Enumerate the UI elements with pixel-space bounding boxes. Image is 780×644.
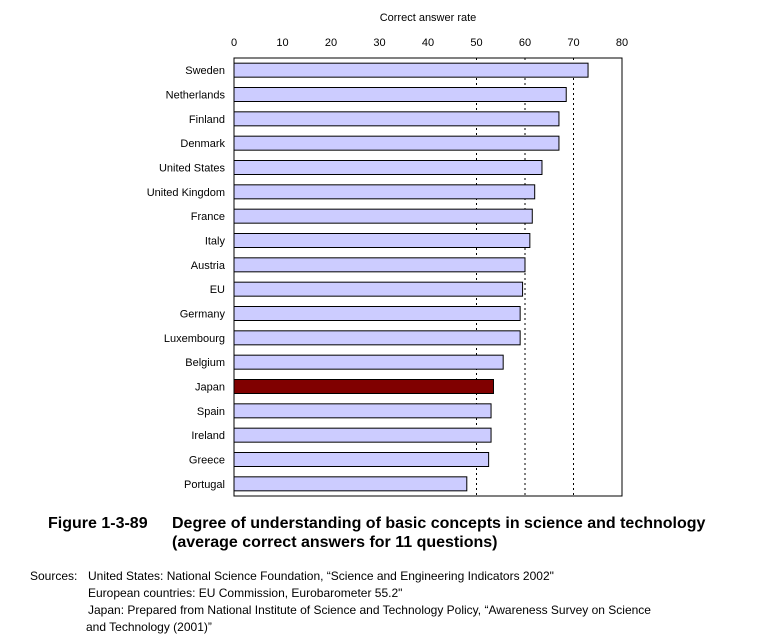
- bar: [233, 452, 490, 467]
- axis-ticks: 0 10 20 30 40 50 60 70 80: [231, 37, 628, 49]
- category-label: United States: [159, 163, 226, 175]
- source-eu: European countries: EU Commission, Eurob…: [88, 586, 403, 600]
- caption-line-1: Degree of understanding of basic concept…: [172, 515, 706, 532]
- x-tick-label: 60: [519, 37, 531, 49]
- bar: [233, 306, 521, 321]
- bar: [233, 330, 521, 346]
- bar: [233, 184, 536, 200]
- figure-caption: Figure 1-3-89 Degree of understanding of …: [48, 514, 705, 552]
- caption-line-2: (average correct answers for 11 question…: [172, 534, 498, 551]
- sources: Sources: United States: National Science …: [30, 568, 651, 636]
- bar: [233, 87, 567, 102]
- category-label: Finland: [189, 114, 225, 126]
- sources-label: Sources:: [30, 569, 78, 583]
- category-label: Luxembourg: [164, 333, 225, 345]
- category-label: Ireland: [191, 430, 225, 442]
- figure-number: Figure 1-3-89: [48, 515, 148, 532]
- bar: [233, 160, 543, 175]
- category-label: Portugal: [184, 479, 225, 491]
- category-label: Germany: [180, 309, 226, 321]
- bar: [233, 354, 504, 370]
- plot-area: [233, 57, 623, 497]
- x-tick-label: 20: [325, 37, 337, 49]
- category-label: Austria: [191, 260, 226, 272]
- bar: [233, 257, 526, 273]
- bar: [233, 111, 560, 127]
- x-tick-label: 80: [616, 37, 628, 49]
- bars: [233, 62, 589, 492]
- bar: [233, 403, 492, 419]
- category-labels: Sweden Netherlands Finland Denmark United St…: [147, 65, 226, 491]
- bar: [233, 208, 533, 224]
- gridlines: [476, 58, 574, 496]
- bar: [233, 135, 560, 151]
- bar: [233, 62, 589, 78]
- x-tick-label: 30: [373, 37, 385, 49]
- bar: [233, 427, 492, 443]
- category-label: Japan: [195, 382, 225, 394]
- x-tick-label: 50: [470, 37, 482, 49]
- source-japan-cont: and Technology (2001)”: [86, 620, 212, 634]
- bar: [233, 379, 494, 394]
- category-label: United Kingdom: [147, 187, 225, 199]
- x-tick-label: 40: [422, 37, 434, 49]
- bar: [233, 476, 468, 492]
- x-tick-label: 10: [276, 37, 288, 49]
- bar: [233, 233, 531, 248]
- category-label: Spain: [197, 406, 225, 418]
- x-tick-label: 70: [567, 37, 579, 49]
- axis-title: Correct answer rate: [380, 12, 477, 24]
- x-tick-label: 0: [231, 37, 237, 49]
- category-label: France: [191, 211, 225, 223]
- category-label: EU: [210, 284, 225, 296]
- category-label: Sweden: [185, 65, 225, 77]
- category-label: Denmark: [180, 138, 225, 150]
- source-us: United States: National Science Foundati…: [88, 569, 554, 583]
- category-label: Belgium: [185, 357, 225, 369]
- category-label: Netherlands: [166, 90, 226, 102]
- bar-chart: Correct answer rate 0 10 20 30 40 50 60 70 80 Sw…: [147, 12, 628, 497]
- bar: [233, 281, 524, 297]
- source-japan: Japan: Prepared from National Institute …: [88, 603, 651, 617]
- category-label: Italy: [205, 236, 226, 248]
- category-label: Greece: [189, 455, 225, 467]
